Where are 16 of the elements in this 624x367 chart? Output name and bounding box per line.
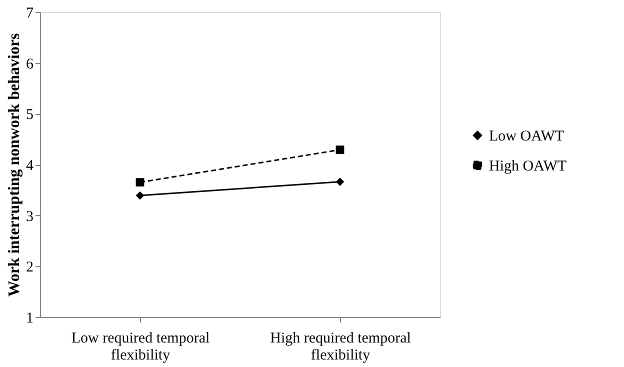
point [136,191,144,200]
legend-label: High OAWT [489,158,567,174]
x-tick-label: High required temporal flexibility [270,330,411,364]
y-tick-label: 5 [26,107,34,124]
y-tick-label: 7 [26,6,34,22]
x-tick-label: Low required temporal flexibility [71,330,210,364]
y-tick-label: 1 [26,310,34,326]
y-tick-label: 6 [26,56,34,72]
y-axis-title: Work interrupting nonwork behaviors [6,33,23,297]
point [336,178,344,186]
legend-label: Low OAWT [489,128,564,144]
y-tick-label: 4 [26,158,34,174]
point [136,178,144,186]
y-tick-label: 2 [26,260,34,276]
point [336,146,344,154]
y-tick-label: 3 [26,208,34,225]
